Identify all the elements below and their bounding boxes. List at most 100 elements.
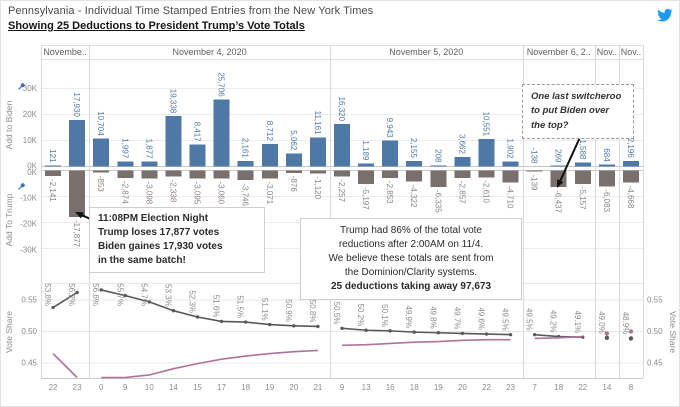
- trump-bar[interactable]: [358, 170, 375, 185]
- trump-share-line-point[interactable]: [292, 324, 296, 328]
- biden-bar[interactable]: [45, 165, 62, 167]
- trump-bar[interactable]: [574, 170, 591, 184]
- biden-bar[interactable]: [454, 156, 471, 167]
- biden-bar[interactable]: [430, 165, 447, 167]
- trump-bar[interactable]: [237, 170, 254, 181]
- trump-share-line-point[interactable]: [99, 288, 103, 292]
- trump-bar[interactable]: [502, 170, 519, 183]
- biden-share-line[interactable]: [341, 338, 511, 347]
- annotation-line-bold: 25 deductions taking away 97,673: [330, 281, 492, 292]
- biden-share-line-point[interactable]: [628, 329, 634, 334]
- trump-bar[interactable]: [285, 170, 302, 173]
- biden-share-line[interactable]: [52, 352, 78, 379]
- trump-bar[interactable]: [334, 170, 350, 177]
- svg-text:22: 22: [578, 383, 587, 392]
- biden-bar[interactable]: [213, 99, 230, 167]
- trump-bar[interactable]: [309, 170, 326, 174]
- biden-bar[interactable]: [69, 119, 86, 167]
- trump-bar[interactable]: [261, 170, 278, 179]
- svg-text:1,588: 1,588: [578, 139, 587, 160]
- svg-text:269: 269: [554, 149, 563, 163]
- biden-bar[interactable]: [598, 164, 615, 167]
- trump-share-line-point[interactable]: [123, 293, 127, 298]
- twitter-bird-icon[interactable]: [656, 7, 673, 24]
- svg-text:0.45: 0.45: [21, 359, 37, 368]
- trump-share-line-point[interactable]: [460, 331, 465, 336]
- biden-share-line-point[interactable]: [604, 331, 610, 336]
- svg-text:19,338: 19,338: [168, 89, 177, 114]
- biden-bar[interactable]: [478, 139, 495, 167]
- trump-bar[interactable]: [213, 170, 230, 179]
- trump-bar[interactable]: [165, 170, 182, 177]
- annotation-line: Trump loses 17,877 votes: [98, 227, 220, 238]
- trump-share-line[interactable]: [101, 289, 318, 328]
- biden-share-line[interactable]: [101, 349, 318, 379]
- biden-bar[interactable]: [502, 161, 519, 167]
- trump-share-line-point[interactable]: [508, 332, 513, 337]
- trump-bar[interactable]: [382, 170, 399, 178]
- trump-bar[interactable]: [478, 170, 495, 178]
- trump-share-line-point[interactable]: [171, 309, 176, 313]
- svg-text:23: 23: [506, 383, 515, 392]
- trump-bar[interactable]: [454, 170, 471, 178]
- trump-bar[interactable]: [189, 170, 206, 179]
- svg-text:684: 684: [602, 148, 611, 162]
- biden-bar[interactable]: [141, 161, 158, 167]
- biden-bar[interactable]: [261, 143, 278, 167]
- biden-bar[interactable]: [358, 163, 375, 167]
- trump-bar[interactable]: [526, 170, 543, 172]
- trump-share-line-point[interactable]: [628, 336, 634, 341]
- trump-bar[interactable]: [598, 170, 615, 187]
- trump-share-line-point[interactable]: [388, 329, 392, 333]
- trump-share-line-point[interactable]: [532, 332, 537, 337]
- biden-bar[interactable]: [189, 144, 206, 167]
- trump-bar[interactable]: [45, 170, 62, 177]
- svg-text:22: 22: [49, 383, 58, 392]
- svg-text:Vote Share: Vote Share: [668, 311, 678, 353]
- svg-text:1,189: 1,189: [361, 140, 370, 161]
- biden-bar[interactable]: [550, 165, 567, 167]
- trump-share-line-point[interactable]: [195, 315, 200, 319]
- biden-share-line[interactable]: [534, 335, 583, 340]
- trump-share-line-point[interactable]: [219, 319, 224, 324]
- svg-text:-5,157: -5,157: [578, 187, 587, 210]
- biden-bar[interactable]: [574, 162, 591, 167]
- trump-share-line[interactable]: [341, 327, 511, 336]
- biden-bar[interactable]: [117, 161, 134, 167]
- trump-bar[interactable]: [430, 170, 447, 187]
- trump-share-line-point[interactable]: [147, 300, 152, 304]
- pinned-axis-icon: [18, 183, 25, 190]
- biden-bar[interactable]: [309, 137, 326, 167]
- trump-share-line-point[interactable]: [484, 332, 489, 336]
- trump-bar[interactable]: [622, 170, 639, 183]
- svg-text:0.50: 0.50: [647, 327, 663, 336]
- trump-bar[interactable]: [141, 170, 158, 179]
- trump-share-line-point[interactable]: [412, 330, 416, 334]
- biden-bar[interactable]: [285, 153, 302, 167]
- trump-share-line-point[interactable]: [340, 326, 344, 331]
- svg-text:54.7%: 54.7%: [139, 283, 148, 306]
- svg-text:8: 8: [629, 383, 634, 392]
- biden-bar[interactable]: [93, 138, 110, 167]
- svg-text:10,551: 10,551: [481, 112, 490, 137]
- trump-share-line-point[interactable]: [243, 320, 248, 324]
- biden-bar[interactable]: [237, 160, 254, 167]
- trump-share-line-point[interactable]: [75, 290, 79, 295]
- trump-bar[interactable]: [69, 170, 86, 217]
- biden-bar[interactable]: [334, 124, 350, 167]
- trump-share-line-point[interactable]: [268, 322, 272, 327]
- trump-bar[interactable]: [406, 170, 423, 182]
- trump-share-line-point[interactable]: [604, 335, 610, 340]
- trump-share-line-point[interactable]: [51, 305, 55, 310]
- biden-bar[interactable]: [406, 160, 423, 167]
- trump-bar[interactable]: [93, 170, 110, 173]
- trump-share-line[interactable]: [52, 291, 78, 309]
- svg-text:1,877: 1,877: [144, 139, 153, 160]
- trump-share-line-point[interactable]: [316, 324, 320, 329]
- trump-share-line-point[interactable]: [436, 331, 441, 335]
- trump-bar[interactable]: [117, 170, 134, 178]
- biden-bar[interactable]: [622, 160, 639, 167]
- trump-share-line-point[interactable]: [364, 328, 368, 332]
- biden-bar[interactable]: [382, 140, 399, 167]
- biden-bar[interactable]: [165, 116, 182, 167]
